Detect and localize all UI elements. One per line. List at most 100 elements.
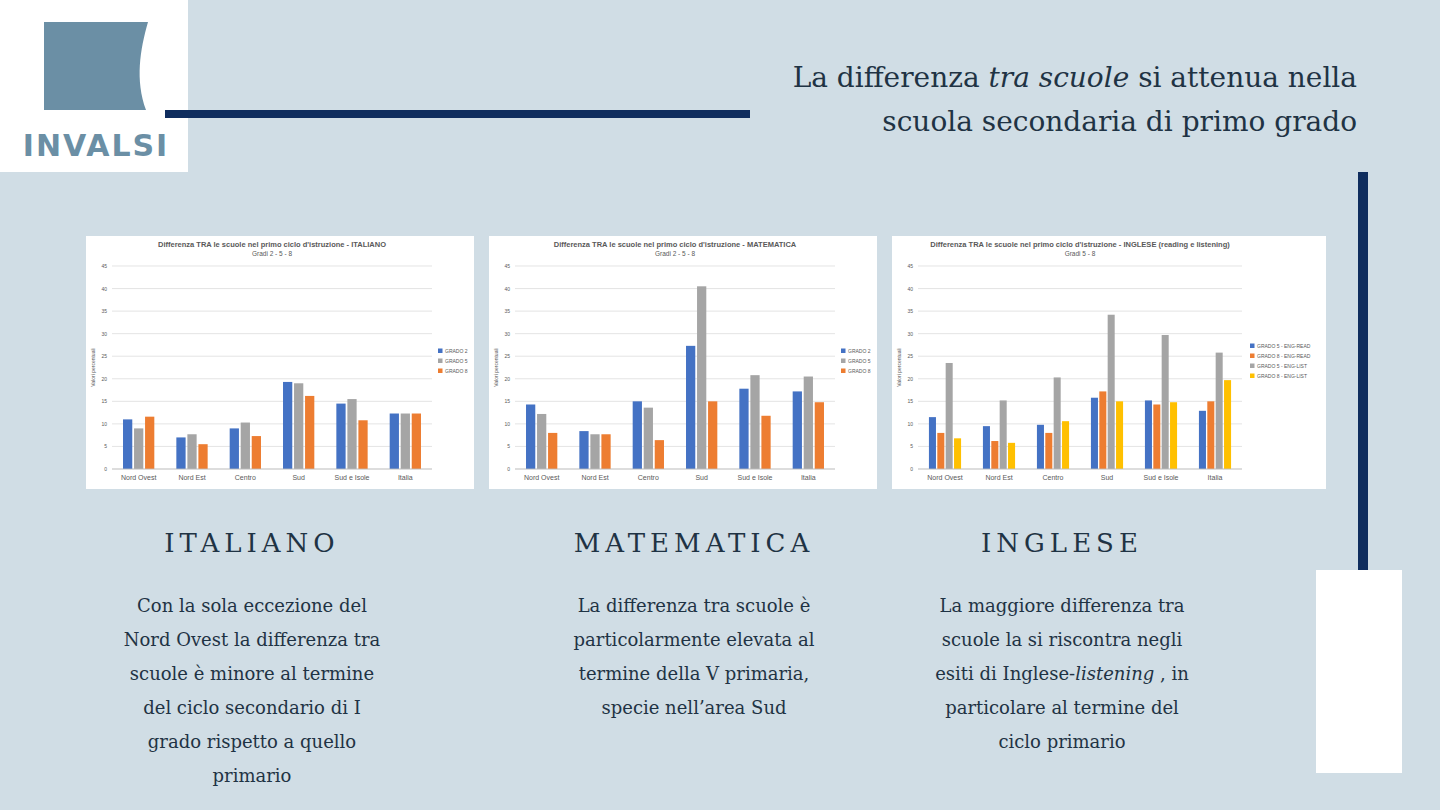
legend-label: GRADO 5 - ENG-READ	[1257, 343, 1311, 349]
chart: Differenza TRA le scuole nel primo ciclo…	[489, 236, 877, 489]
bar	[1037, 425, 1044, 469]
panel-line: termine della V primaria,	[504, 657, 884, 691]
y-label: Valori percentuali	[896, 348, 902, 386]
text-segment: primario	[213, 765, 292, 786]
panel-line: Nord Ovest la differenza tra	[62, 623, 442, 657]
grid-line	[112, 401, 432, 402]
bar	[390, 414, 399, 469]
text-segment: termine della V primaria,	[579, 663, 810, 684]
bar	[1099, 391, 1106, 469]
grid-line	[112, 423, 432, 424]
bar	[793, 391, 802, 469]
y-tick-label: 45	[504, 263, 510, 269]
x-tick-label: Sud e Isole	[737, 474, 772, 481]
legend-label: GRADO 8	[848, 368, 871, 374]
y-tick-label: 0	[104, 466, 107, 472]
legend-swatch	[438, 359, 443, 364]
x-tick-label: Italia	[801, 474, 816, 481]
legend-label: GRADO 8 - ENG-LIST	[1257, 373, 1307, 379]
bars	[123, 382, 421, 469]
legend-label: GRADO 5 - ENG-LIST	[1257, 363, 1307, 369]
grid-line	[112, 356, 432, 357]
x-tick-label: Sud e Isole	[1143, 474, 1178, 481]
legend-label: GRADO 2	[445, 348, 468, 354]
grid-line	[515, 311, 835, 312]
y-tick-label: 15	[101, 398, 107, 404]
grid-line	[112, 469, 432, 470]
bar	[644, 408, 653, 469]
y-tick-label: 15	[504, 398, 510, 404]
y-label: Valori percentuali	[90, 348, 96, 386]
bar	[954, 438, 961, 469]
text-segment: listening	[1075, 663, 1154, 684]
y-tick-label: 15	[907, 398, 913, 404]
bar	[1224, 380, 1231, 469]
bar	[937, 433, 944, 469]
bar	[1216, 353, 1223, 469]
bar	[1108, 315, 1115, 469]
bar	[1162, 335, 1169, 469]
bar	[134, 428, 143, 469]
y-tick-label: 20	[101, 376, 107, 382]
chart-title: Differenza TRA le scuole nel primo ciclo…	[158, 240, 386, 249]
y-tick-label: 0	[507, 466, 510, 472]
x-tick-label: Centro	[1042, 474, 1063, 481]
y-tick-label: 5	[104, 443, 107, 449]
grid-line	[918, 469, 1242, 470]
bar	[708, 401, 717, 469]
grid-line	[918, 356, 1242, 357]
panel-text: La maggiore differenza trascuole la si r…	[872, 589, 1252, 759]
text-segment: tra scuole	[989, 61, 1130, 94]
panel-text: La differenza tra scuole èparticolarment…	[504, 589, 884, 725]
grid-line	[918, 401, 1242, 402]
bar	[187, 434, 196, 469]
title-line: La differenza tra scuole si attenua nell…	[793, 56, 1357, 100]
bar	[686, 346, 695, 469]
text-segment: La differenza	[793, 61, 989, 94]
bar	[929, 417, 936, 469]
grid-line	[515, 266, 835, 267]
panel-line: ciclo primario	[872, 725, 1252, 759]
y-tick-label: 5	[910, 443, 913, 449]
legend-label: GRADO 5	[848, 358, 871, 364]
y-tick-label: 10	[907, 421, 913, 427]
bar	[198, 444, 207, 469]
x-tick-label: Sud	[1101, 474, 1114, 481]
y-label: Valori percentuali	[493, 348, 499, 386]
panel-line: particolare al termine del	[872, 691, 1252, 725]
bar	[412, 414, 421, 469]
title-rule	[165, 110, 750, 118]
y-tick-label: 30	[907, 331, 913, 337]
panel-heading: INGLESE	[872, 528, 1252, 558]
x-axis	[918, 469, 1242, 470]
bar	[1054, 377, 1061, 469]
x-tick-label: Sud	[695, 474, 708, 481]
bar	[815, 402, 824, 469]
legend-swatch	[1250, 344, 1255, 349]
text-segment: Nord Ovest la differenza tra	[124, 629, 381, 650]
grid-line	[918, 333, 1242, 334]
legend-swatch	[1250, 364, 1255, 369]
grid-line	[515, 356, 835, 357]
title-line: scuola secondaria di primo grado	[793, 100, 1357, 144]
y-tick-label: 25	[101, 353, 107, 359]
logo-text: INVALSI	[23, 128, 170, 163]
x-tick-label: Nord Ovest	[524, 474, 559, 481]
text-segment: particolare al termine del	[945, 697, 1179, 718]
bar	[1062, 421, 1069, 469]
legend-swatch	[1250, 354, 1255, 359]
bar	[590, 434, 599, 469]
text-segment: ciclo primario	[998, 731, 1125, 752]
bar	[655, 440, 664, 469]
grid-line	[112, 288, 432, 289]
bar	[1199, 411, 1206, 469]
grid-line	[918, 288, 1242, 289]
text-segment: esiti di Inglese-	[935, 663, 1075, 684]
y-tick-label: 10	[504, 421, 510, 427]
grid-line	[515, 469, 835, 470]
grid-line	[515, 378, 835, 379]
bar	[739, 389, 748, 469]
bar	[283, 382, 292, 469]
bar	[601, 434, 610, 469]
grid-line	[918, 266, 1242, 267]
